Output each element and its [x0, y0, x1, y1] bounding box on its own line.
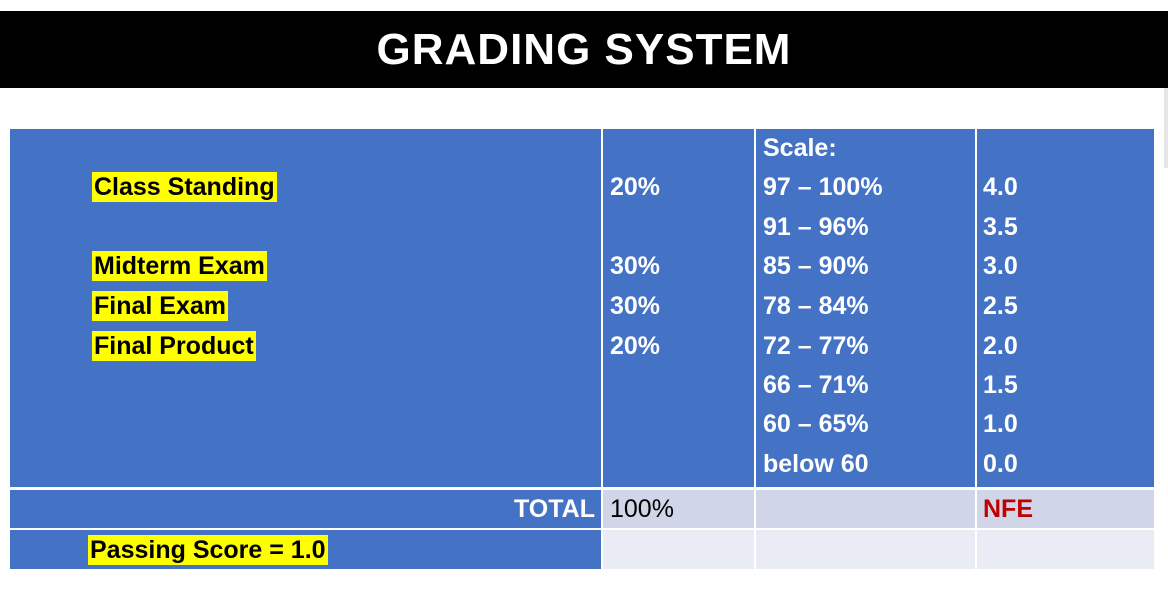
passing-empty-cell: [603, 530, 754, 569]
scale-grade: 1.0: [983, 410, 1018, 438]
component-label: Class Standing: [92, 172, 277, 202]
component-weight: 20%: [610, 332, 661, 360]
scale-grade: 3.0: [983, 252, 1018, 280]
total-grade: NFE: [983, 495, 1033, 523]
scale-grade: 0.0: [983, 450, 1018, 478]
scale-range: 85 – 90%: [763, 252, 869, 280]
scale-range-column: [756, 129, 975, 487]
scale-grade: 2.0: [983, 332, 1018, 360]
total-value-cell: [603, 490, 754, 528]
scale-grade: 4.0: [983, 173, 1018, 201]
scale-range: 78 – 84%: [763, 292, 869, 320]
scale-range: 66 – 71%: [763, 371, 869, 399]
title-bar: GRADING SYSTEM: [0, 11, 1168, 88]
component-label: Final Exam: [92, 291, 228, 321]
passing-empty-cell: [756, 530, 975, 569]
scale-range: 97 – 100%: [763, 173, 883, 201]
total-label: TOTAL: [513, 495, 595, 523]
component-weight: 30%: [610, 292, 661, 320]
component-label: Midterm Exam: [92, 251, 267, 281]
total-label-cell: [10, 490, 601, 528]
total-grade-cell: [977, 490, 1154, 528]
total-empty-cell: [756, 490, 975, 528]
scale-range: below 60: [763, 450, 869, 478]
scale-range: 60 – 65%: [763, 410, 869, 438]
total-value: 100%: [610, 495, 674, 523]
passing-empty-cell: [977, 530, 1154, 569]
scale-grade: 1.5: [983, 371, 1018, 399]
scale-range: 72 – 77%: [763, 332, 869, 360]
scale-grade: 2.5: [983, 292, 1018, 320]
scale-header: Scale:: [763, 134, 837, 162]
scale-range: 91 – 96%: [763, 213, 869, 241]
component-weight: 30%: [610, 252, 661, 280]
passing-score: Passing Score = 1.0: [88, 535, 328, 565]
page-title: GRADING SYSTEM: [376, 24, 792, 74]
scale-grade: 3.5: [983, 213, 1018, 241]
weights-column: [603, 129, 754, 487]
component-label: Final Product: [92, 331, 256, 361]
scale-grade-column: [977, 129, 1154, 487]
component-weight: 20%: [610, 173, 661, 201]
edge-strip: [1164, 88, 1168, 168]
